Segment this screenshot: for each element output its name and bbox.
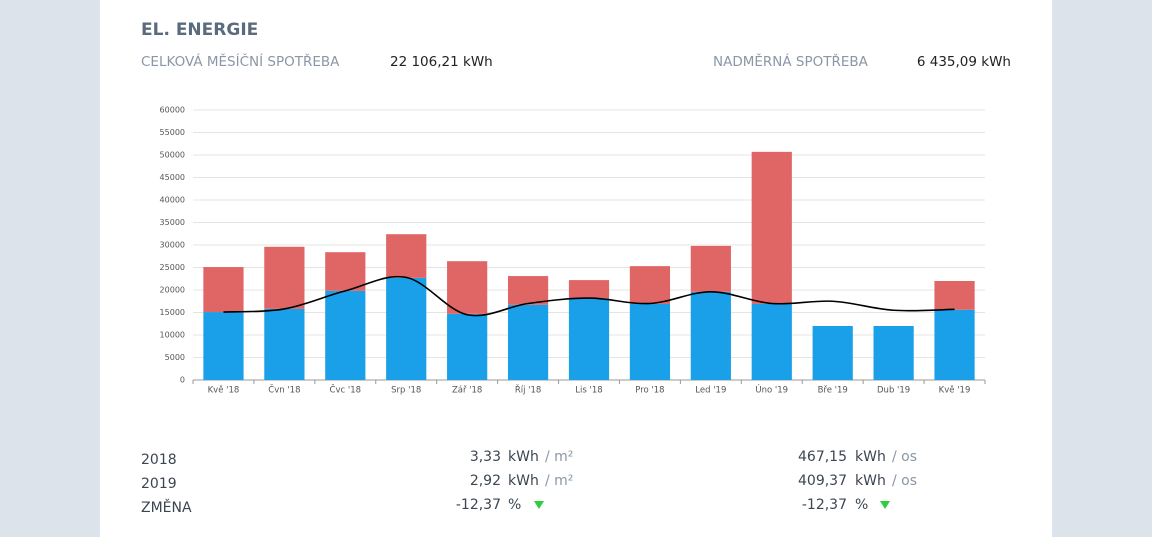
bar <box>934 281 975 310</box>
bar <box>447 261 488 314</box>
bar <box>629 303 671 380</box>
x-tick-label: Čvc '18 <box>330 384 362 396</box>
down-arrow <box>534 501 544 509</box>
person-value: 467,15 <box>798 449 847 465</box>
bar <box>690 245 731 292</box>
bar <box>203 312 244 380</box>
person-per: / os <box>892 473 917 489</box>
bar <box>386 234 427 278</box>
area-unit: % <box>508 497 521 513</box>
y-tick-label: 60000 <box>160 106 185 115</box>
x-tick-label: Zář '18 <box>452 386 482 396</box>
row-label: 2019 <box>141 476 177 492</box>
row-label: ZMĚNA <box>141 499 192 516</box>
bar <box>386 277 427 380</box>
x-tick-label: Říj '18 <box>515 385 541 396</box>
person-unit: % <box>855 497 868 513</box>
title: EL. ENERGIE <box>141 20 258 40</box>
person-value: -12,37 <box>802 497 847 513</box>
bar <box>934 309 975 380</box>
bar <box>507 276 549 305</box>
bar <box>873 326 914 380</box>
area-value: -12,37 <box>456 497 501 513</box>
y-tick-label: 20000 <box>160 286 185 295</box>
bar <box>264 246 305 309</box>
area-value: 3,33 <box>470 449 501 465</box>
x-tick-label: Lis '18 <box>575 386 602 396</box>
bar <box>629 266 671 304</box>
x-tick-label: Kvě '18 <box>208 386 240 396</box>
bar <box>507 304 549 380</box>
x-tick-label: Úno '19 <box>755 384 788 396</box>
card <box>100 0 1052 537</box>
bar <box>751 151 792 304</box>
y-tick-label: 35000 <box>160 218 185 227</box>
x-tick-label: Kvě '19 <box>939 386 971 396</box>
down-arrow <box>880 501 890 509</box>
y-tick-label: 55000 <box>160 128 185 137</box>
area-value: 2,92 <box>470 473 501 489</box>
bar <box>568 280 610 299</box>
person-unit: kWh <box>855 449 886 465</box>
x-tick-label: Pro '18 <box>635 386 664 396</box>
x-tick-label: Led '19 <box>695 386 726 396</box>
bar <box>751 303 792 380</box>
x-tick-label: Srp '18 <box>391 386 421 396</box>
y-tick-label: 40000 <box>160 196 185 205</box>
bar <box>690 291 731 380</box>
y-tick-label: 5000 <box>165 353 185 362</box>
person-unit: kWh <box>855 473 886 489</box>
total-label: CELKOVÁ MĚSÍČNÍ SPOTŘEBA <box>141 52 340 70</box>
line <box>223 275 955 317</box>
bar <box>568 298 610 380</box>
excess-label: NADMĚRNÁ SPOTŘEBA <box>713 53 869 70</box>
total-value: 22 106,21 kWh <box>390 54 493 70</box>
area-per: / m² <box>545 449 573 465</box>
area-unit: kWh <box>508 473 539 489</box>
person-value: 409,37 <box>798 473 847 489</box>
bar <box>325 290 366 380</box>
bar <box>812 326 853 380</box>
x-tick-label: Bře '19 <box>818 386 848 396</box>
row-label: 2018 <box>141 452 177 468</box>
y-tick-label: 50000 <box>160 151 185 160</box>
excess-value: 6 435,09 kWh <box>917 54 1011 70</box>
bar <box>203 267 244 313</box>
y-tick-label: 45000 <box>160 173 185 182</box>
x-tick-label: Dub '19 <box>877 386 910 396</box>
person-per: / os <box>892 449 917 465</box>
x-tick-label: Čvn '18 <box>268 384 300 396</box>
y-tick-label: 0 <box>180 376 185 385</box>
y-tick-label: 30000 <box>160 241 185 250</box>
y-tick-label: 15000 <box>160 308 185 317</box>
bar <box>325 252 366 291</box>
bar <box>264 308 305 380</box>
area-unit: kWh <box>508 449 539 465</box>
y-tick-label: 10000 <box>160 331 185 340</box>
y-tick-label: 25000 <box>160 263 185 272</box>
area-per: / m² <box>545 473 573 489</box>
bar <box>447 313 488 380</box>
